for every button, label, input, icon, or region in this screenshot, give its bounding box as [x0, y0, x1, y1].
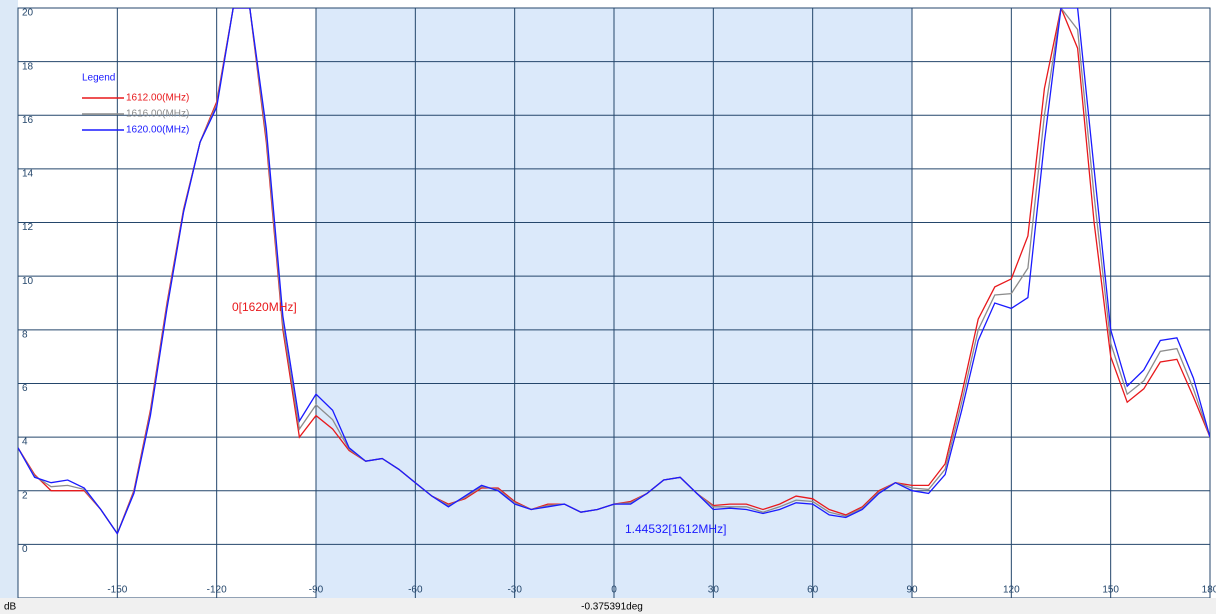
y-tick-label: 14	[22, 169, 34, 180]
y-tick-label: 16	[22, 115, 34, 126]
x-tick-label: -60	[408, 585, 423, 596]
left-strip	[0, 0, 18, 614]
legend-label: 1620.00(MHz)	[126, 125, 189, 136]
series-group	[18, 8, 1210, 535]
x-tick-label: -30	[507, 585, 522, 596]
y-tick-label: 2	[22, 490, 28, 501]
legend-label: 1616.00(MHz)	[126, 109, 189, 120]
x-tick-label: -90	[309, 585, 324, 596]
y-tick-label: 6	[22, 383, 28, 394]
x-tick-label: 60	[807, 585, 819, 596]
legend-title: Legend	[82, 73, 115, 84]
y-tick-label: 12	[22, 222, 34, 233]
status-bar	[0, 598, 1216, 614]
y-tick-label: 4	[22, 437, 28, 448]
x-tick-label: 30	[708, 585, 720, 596]
annotation: 0[1620MHz]	[232, 300, 297, 314]
x-tick-label: 120	[1003, 585, 1020, 596]
x-tick-label: 180	[1202, 585, 1216, 596]
x-tick-label: 0	[611, 585, 617, 596]
x-tick-label: -150	[107, 585, 127, 596]
y-tick-label: 10	[22, 276, 34, 287]
y-tick-label: 18	[22, 61, 34, 72]
y-tick-label: 8	[22, 329, 28, 340]
y-unit: dB	[4, 602, 17, 613]
status-text: -0.375391deg	[581, 602, 643, 613]
annotation: 1.44532[1612MHz]	[625, 522, 726, 536]
y-tick-label: 0	[22, 544, 28, 555]
x-tick-label: 90	[906, 585, 918, 596]
legend-label: 1612.00(MHz)	[126, 93, 189, 104]
x-tick-label: 150	[1102, 585, 1119, 596]
x-tick-label: -120	[207, 585, 227, 596]
series-line	[18, 8, 1210, 535]
y-tick-label: 20	[22, 8, 34, 19]
